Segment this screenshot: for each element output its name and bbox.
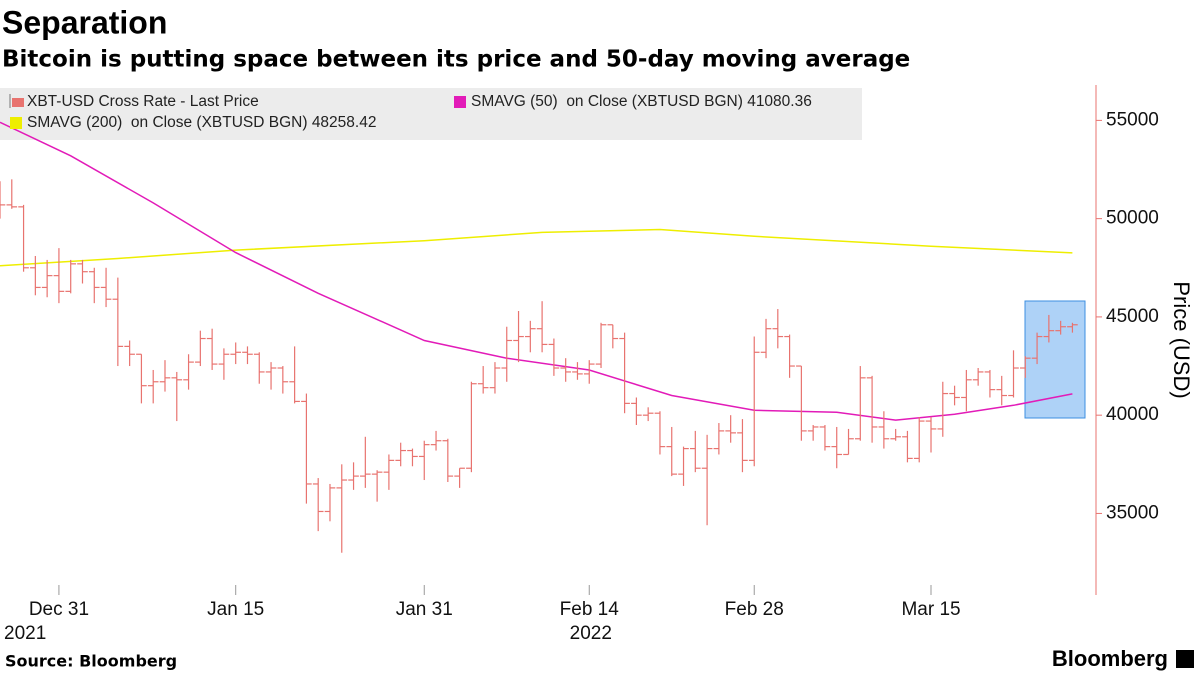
chart-title: Separation <box>2 4 167 40</box>
y-tick-label: 55000 <box>1106 109 1159 130</box>
y-tick-label: 35000 <box>1106 502 1159 523</box>
y-tick-label: 50000 <box>1106 208 1159 229</box>
x-tick-label: Mar 15 <box>901 599 960 620</box>
x-tick-label: Feb 14 <box>560 599 620 620</box>
x-tick-label: Feb 28 <box>725 599 784 620</box>
legend-swatch <box>454 96 466 108</box>
legend-label: XBT-USD Cross Rate - Last Price <box>27 93 259 110</box>
chart-subtitle: Bitcoin is putting space between its pri… <box>2 47 910 73</box>
legend-box <box>0 88 862 140</box>
legend-swatch <box>10 117 22 129</box>
logo-icon <box>1176 650 1194 668</box>
logo: Bloomberg <box>1052 646 1168 671</box>
year-label: 2022 <box>570 623 612 644</box>
year-label: 2021 <box>4 623 46 644</box>
source: Source: Bloomberg <box>5 652 177 671</box>
x-tick-label: Jan 15 <box>207 599 264 620</box>
y-tick-label: 40000 <box>1106 404 1159 425</box>
ma-line <box>0 121 1073 421</box>
x-tick-label: Dec 31 <box>29 599 89 620</box>
legend-label: SMAVG (50) on Close (XBTUSD BGN) 41080.3… <box>471 93 812 110</box>
legend-label: SMAVG (200) on Close (XBTUSD BGN) 48258.… <box>27 114 376 131</box>
ma-line <box>0 228 1073 267</box>
legend-swatch <box>12 98 24 107</box>
highlight-box <box>1024 300 1086 419</box>
x-tick-label: Jan 31 <box>396 599 453 620</box>
y-axis-title: Price (USD) <box>1169 281 1194 398</box>
y-tick-label: 45000 <box>1106 306 1159 327</box>
